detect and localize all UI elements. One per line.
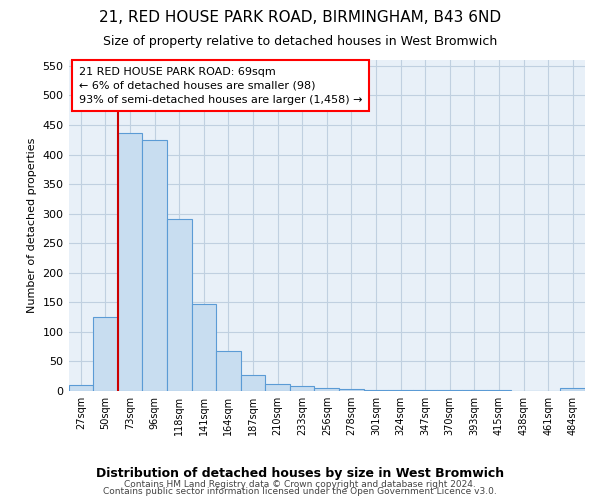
Bar bbox=[142, 140, 167, 391]
Bar bbox=[413, 390, 437, 391]
Bar bbox=[93, 317, 118, 391]
Bar bbox=[462, 390, 487, 391]
Bar bbox=[241, 375, 265, 391]
Bar bbox=[388, 390, 413, 391]
Text: 21 RED HOUSE PARK ROAD: 69sqm
← 6% of detached houses are smaller (98)
93% of se: 21 RED HOUSE PARK ROAD: 69sqm ← 6% of de… bbox=[79, 66, 362, 104]
Bar bbox=[118, 132, 142, 391]
Bar bbox=[191, 304, 216, 391]
Bar bbox=[167, 220, 191, 391]
Bar bbox=[560, 388, 585, 391]
Text: 21, RED HOUSE PARK ROAD, BIRMINGHAM, B43 6ND: 21, RED HOUSE PARK ROAD, BIRMINGHAM, B43… bbox=[99, 10, 501, 25]
Bar bbox=[265, 384, 290, 391]
Bar bbox=[339, 389, 364, 391]
Bar bbox=[216, 350, 241, 391]
Text: Size of property relative to detached houses in West Bromwich: Size of property relative to detached ho… bbox=[103, 35, 497, 48]
Text: Contains public sector information licensed under the Open Government Licence v3: Contains public sector information licen… bbox=[103, 487, 497, 496]
Bar bbox=[314, 388, 339, 391]
Y-axis label: Number of detached properties: Number of detached properties bbox=[27, 138, 37, 313]
Bar bbox=[364, 390, 388, 391]
Text: Distribution of detached houses by size in West Bromwich: Distribution of detached houses by size … bbox=[96, 467, 504, 480]
Bar bbox=[68, 385, 93, 391]
Bar bbox=[487, 390, 511, 391]
Text: Contains HM Land Registry data © Crown copyright and database right 2024.: Contains HM Land Registry data © Crown c… bbox=[124, 480, 476, 489]
Bar bbox=[290, 386, 314, 391]
Bar bbox=[437, 390, 462, 391]
